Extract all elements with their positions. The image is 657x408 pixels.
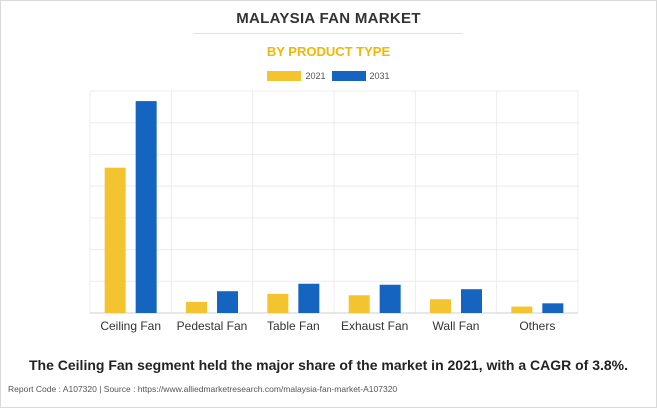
x-tick-label: Ceiling Fan — [100, 319, 161, 333]
x-tick-label: Others — [519, 319, 555, 333]
bar-chart: Ceiling Fan Pedestal Fan Table Fan Exhaust … — [89, 90, 579, 333]
bar-2021-others — [511, 306, 533, 313]
legend-item-2021[interactable]: 2021 — [267, 71, 326, 81]
legend-label-2021: 2021 — [305, 71, 326, 81]
title-divider — [193, 33, 463, 34]
bar-2021-pedestal-fan — [186, 301, 207, 313]
x-tick-label: Wall Fan — [433, 319, 480, 333]
legend-item-2031[interactable]: 2031 — [331, 71, 390, 81]
chart-legend: 2021 2031 — [0, 71, 657, 81]
legend-label-2031: 2031 — [369, 71, 390, 81]
chart-caption: The Ceiling Fan segment held the major s… — [28, 357, 629, 373]
bar-2031-wall-fan — [461, 289, 482, 313]
bar-2021-wall-fan — [430, 299, 451, 313]
bar-2031-table-fan — [298, 283, 320, 313]
bar-2021-exhaust-fan — [348, 295, 370, 313]
x-tick-label: Pedestal Fan — [177, 319, 248, 333]
bar-2021-ceiling-fan — [104, 167, 126, 313]
report-footer: Report Code : A107320 | Source : https:/… — [8, 384, 398, 394]
chart-title: MALAYSIA FAN MARKET — [236, 10, 421, 27]
legend-swatch-2021 — [267, 71, 302, 81]
x-tick-label: Exhaust Fan — [341, 319, 408, 333]
bar-2031-exhaust-fan — [379, 284, 401, 313]
bar-2031-ceiling-fan — [135, 101, 157, 313]
legend-swatch-2031 — [331, 71, 366, 81]
bar-2031-others — [542, 303, 564, 313]
bar-2021-table-fan — [267, 293, 289, 313]
x-tick-label: Table Fan — [267, 319, 320, 333]
chart-subtitle: BY PRODUCT TYPE — [266, 44, 391, 59]
bar-2031-pedestal-fan — [217, 291, 238, 313]
